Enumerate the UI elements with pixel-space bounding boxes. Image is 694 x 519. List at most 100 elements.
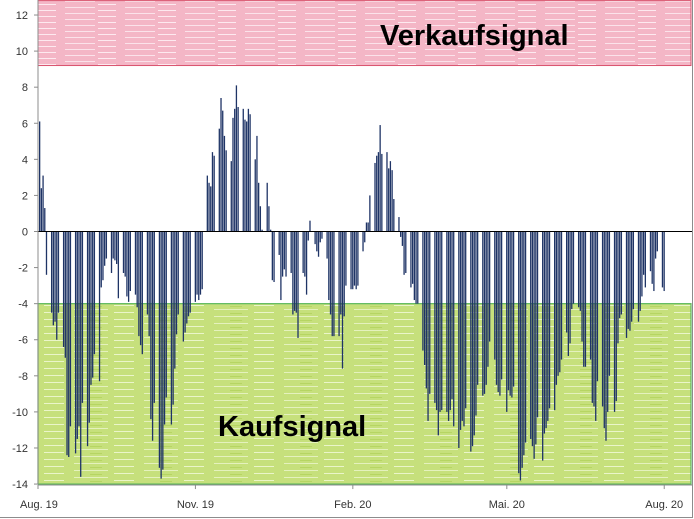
bar [78,231,80,427]
bar [271,231,273,281]
bar [254,159,256,232]
bar [470,231,472,452]
bar [148,231,150,337]
bar [357,231,359,286]
bar [557,231,559,376]
bar [211,152,214,232]
bar [518,231,520,474]
bar [506,231,508,412]
y-tick-label: -8 [18,371,28,383]
bar [244,119,246,232]
bar [637,231,640,322]
bar [341,231,344,369]
bar [129,231,131,292]
x-tick-label: Feb. 20 [334,499,371,511]
bar [80,231,82,477]
sell-zone [37,0,692,67]
bar [40,188,43,232]
y-tick-label: -10 [12,407,28,419]
bar [613,231,616,412]
bar [269,229,272,232]
bar [559,231,561,373]
bar [247,108,250,232]
bar [292,231,294,315]
bar [208,182,210,232]
bar [295,231,297,313]
bar [210,186,212,232]
bar [278,231,280,255]
bar [116,231,118,264]
bar [441,231,443,411]
bar [333,231,335,337]
bar [524,231,527,443]
bar [187,231,190,317]
bar [364,231,366,243]
bar [194,231,196,302]
bar [649,231,652,272]
bar [57,231,60,313]
bar [206,175,208,232]
bar [595,231,597,421]
bar [64,231,66,358]
bar [340,231,342,315]
bar [69,231,72,427]
bar [423,231,426,365]
bar [42,175,44,232]
bar [567,231,569,356]
bar [413,231,416,301]
bar [92,231,94,378]
bar [56,231,58,340]
bar [50,231,53,313]
bar [542,231,544,461]
bar [377,152,380,232]
bar [199,231,202,295]
x-tick-label: Mai. 20 [489,499,525,511]
y-tick-label: 4 [22,154,28,166]
bar [644,231,646,288]
bar [220,98,222,232]
bar [388,168,390,232]
bar [331,231,333,337]
bar [482,231,484,396]
bar [102,231,104,281]
bar [362,231,364,252]
bar [175,231,178,335]
bar [353,231,356,286]
bar [629,231,631,331]
bar [165,231,167,398]
bar [163,231,166,425]
bar [661,231,664,288]
bar [158,231,161,468]
bar [174,231,176,369]
sell-signal-label: Verkaufsignal [380,20,569,52]
bar [328,231,330,301]
bar [641,231,643,297]
bar [415,231,417,304]
bar [365,222,368,232]
bar [403,231,405,275]
bar [521,231,523,468]
bar [449,231,451,411]
bar [473,231,475,436]
bar [593,231,595,407]
bar [477,231,479,385]
bar [422,231,424,351]
y-tick-label: 10 [16,46,28,58]
bar [127,231,130,302]
buy-zone [37,303,692,485]
bar [607,231,609,412]
bar [256,135,258,232]
bar [201,231,203,290]
bar [138,231,140,337]
bar [608,231,611,376]
bar [425,231,427,389]
bar [304,231,306,277]
bar [577,231,580,308]
bar [213,155,215,232]
bar [400,231,402,237]
bar [198,231,200,301]
bar [117,231,120,299]
